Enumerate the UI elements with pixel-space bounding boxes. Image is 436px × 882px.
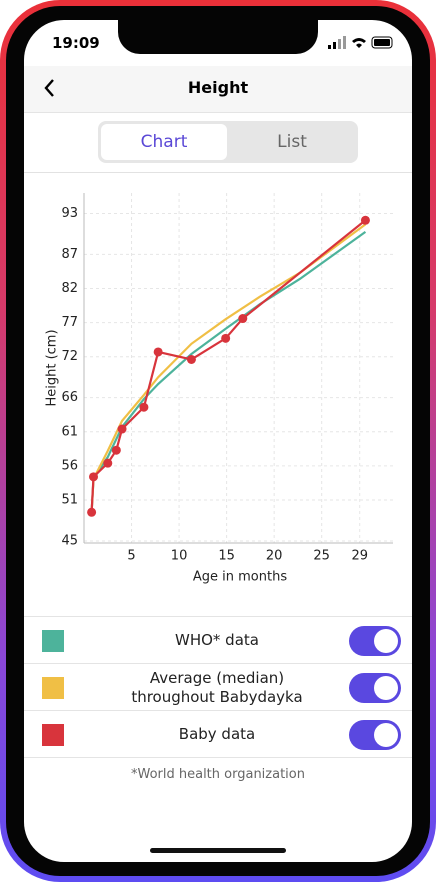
y-tick-label: 45 [61, 533, 78, 548]
status-icons [328, 36, 393, 49]
series-toggle[interactable] [349, 672, 401, 703]
divider [24, 172, 412, 173]
segmented-control: Chart List [98, 121, 358, 163]
y-tick-label: 66 [61, 390, 78, 405]
header-title: Height [187, 78, 249, 97]
y-tick-label: 72 [61, 349, 78, 364]
data-point [139, 402, 149, 412]
chart: Age in months Height (cm) 45 51 56 61 66 72 77… [45, 193, 393, 585]
data-point [89, 472, 99, 482]
status-time: 19:09 [52, 34, 100, 52]
y-tick-label: 51 [61, 493, 78, 508]
x-tick-label: 10 [171, 549, 188, 564]
y-tick-label: 93 [61, 206, 78, 221]
data-point [87, 507, 97, 517]
series-toggle[interactable] [349, 719, 401, 750]
data-point [153, 347, 163, 357]
y-tick-label: 77 [61, 315, 78, 330]
data-point [360, 215, 370, 225]
legend-swatch [42, 629, 64, 652]
series-line [90, 219, 367, 513]
series-line [90, 230, 367, 513]
y-tick-label: 56 [61, 458, 78, 473]
legend-label: Average (median) throughout Babydayka [131, 668, 303, 706]
series-line [90, 223, 367, 513]
tab-chart[interactable]: Chart [101, 124, 227, 160]
back-button[interactable] [42, 78, 58, 98]
divider [24, 757, 412, 758]
footnote: *World health organization [130, 767, 305, 782]
x-tick-label: 25 [313, 549, 330, 564]
x-tick-label: 29 [351, 549, 368, 564]
header-bar [24, 66, 412, 113]
data-point [103, 458, 113, 468]
y-tick-label: 61 [61, 424, 78, 439]
series-toggle[interactable] [349, 625, 401, 656]
data-point [186, 354, 196, 364]
y-tick-label: 82 [61, 281, 78, 296]
legend-label: WHO* data [175, 631, 259, 649]
y-tick-label: 87 [61, 247, 78, 262]
legend-swatch [42, 676, 64, 699]
x-tick-label: 20 [266, 549, 283, 564]
home-indicator [150, 848, 286, 853]
data-point [221, 333, 231, 343]
data-point [238, 314, 248, 324]
x-tick-label: 5 [127, 549, 135, 564]
y-axis-title: Height (cm) [45, 329, 60, 406]
legend-row: Average (median) throughout Babydayka [24, 663, 412, 711]
notch [118, 14, 318, 54]
legend-swatch [42, 723, 64, 746]
x-tick-label: 15 [218, 549, 235, 564]
data-point [111, 445, 121, 455]
legend-row: WHO* data [24, 616, 412, 664]
x-axis-title: Age in months [193, 570, 287, 585]
tab-list[interactable]: List [277, 132, 307, 152]
data-point [117, 424, 127, 434]
legend-row: Baby data [24, 710, 412, 758]
legend-label: Baby data [178, 725, 256, 743]
